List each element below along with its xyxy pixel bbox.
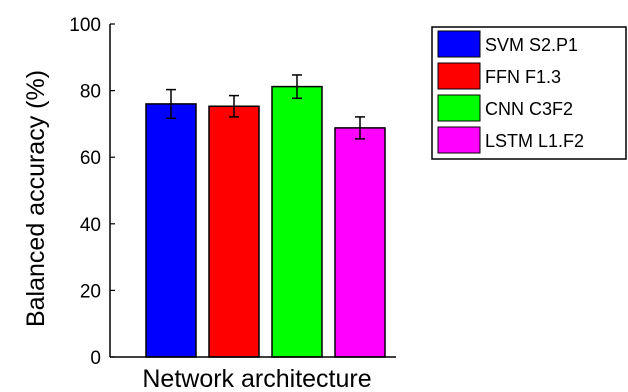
y-axis-label: Balanced accuracy (%): [22, 70, 50, 327]
legend: SVM S2.P1 FFN F1.3 CNN C3F2 LSTM L1.F2: [431, 26, 627, 160]
legend-label: SVM S2.P1: [485, 35, 578, 55]
y-axis: 0 20 40 60 80 100: [69, 15, 115, 369]
legend-label: FFN F1.3: [485, 67, 561, 87]
legend-swatch: [437, 94, 481, 122]
y-tick-label: 40: [80, 215, 101, 236]
bar: [271, 85, 323, 358]
y-tick-label: 0: [90, 348, 101, 369]
legend-swatch: [437, 126, 481, 154]
y-tick-label: 80: [80, 82, 101, 103]
legend-label: LSTM L1.F2: [485, 131, 584, 151]
bars-group: [145, 85, 386, 358]
bar: [145, 103, 197, 358]
y-tick-label: 100: [69, 15, 101, 36]
legend-swatch: [437, 62, 481, 90]
y-tick-label: 60: [80, 148, 101, 169]
x-axis-label: Network architecture: [142, 365, 371, 392]
legend-label: CNN C3F2: [485, 99, 573, 119]
legend-swatch: [437, 30, 481, 58]
bar: [334, 127, 386, 358]
y-tick-label: 20: [80, 281, 101, 302]
bar: [208, 105, 260, 358]
errorbars-group: [166, 74, 365, 140]
